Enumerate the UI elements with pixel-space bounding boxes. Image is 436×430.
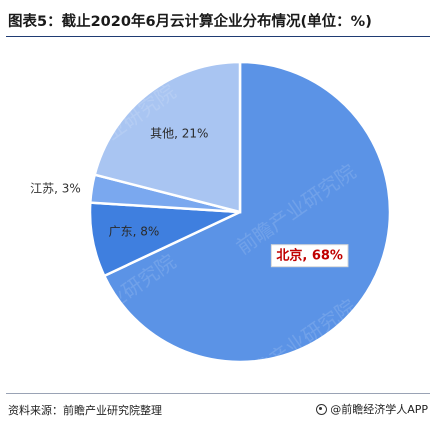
- highlight-label-box: [270, 244, 349, 268]
- brand-credit: @前瞻经济学人APP: [316, 401, 428, 417]
- slice-label-3: 其他, 21%: [150, 126, 208, 140]
- title-divider: [6, 36, 430, 37]
- slice-label-2: 江苏, 3%: [30, 182, 81, 196]
- pie-slice-0: [102, 60, 392, 364]
- slice-label-1: 广东, 8%: [109, 225, 160, 239]
- chart-title: 图表5：截止2020年6月云计算企业分布情况(单位：%): [8, 14, 372, 30]
- slice-label-0: 北京, 68%: [276, 248, 343, 264]
- source-note: 资料来源：前瞻产业研究院整理: [8, 404, 162, 417]
- brand-text: @前瞻经济学人APP: [330, 403, 428, 416]
- footer-divider: [6, 393, 430, 394]
- brand-logo-icon: [316, 403, 328, 415]
- pie-slice-3: [93, 60, 242, 214]
